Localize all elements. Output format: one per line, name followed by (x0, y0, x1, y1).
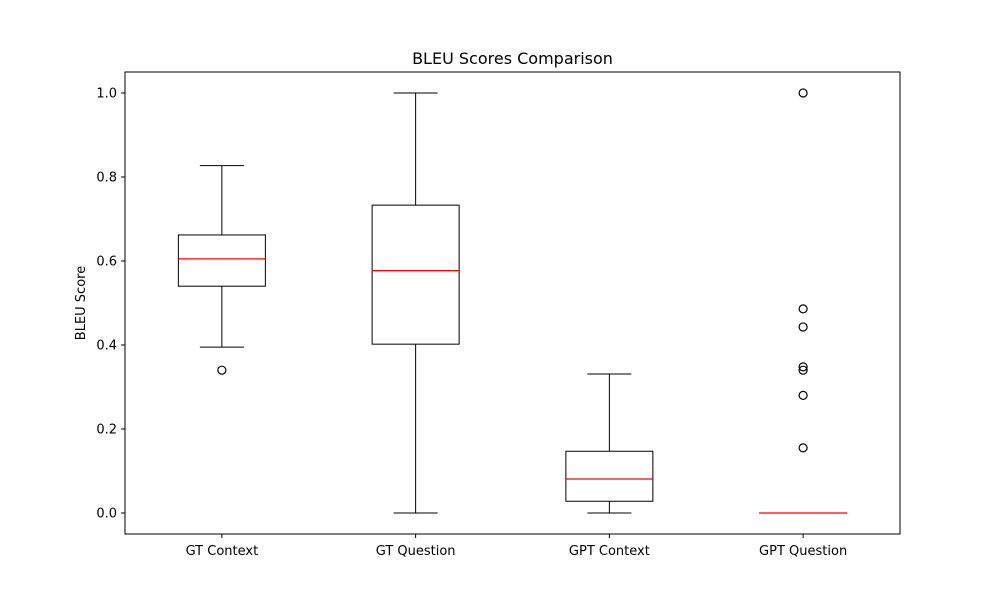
outlier-point (799, 89, 807, 97)
y-tick-label: 0.4 (96, 339, 117, 354)
box (566, 451, 653, 501)
outlier-point (799, 323, 807, 331)
outlier-point (799, 305, 807, 313)
x-tick-label: GPT Context (569, 544, 650, 559)
outlier-point (218, 366, 226, 374)
outlier-point (799, 444, 807, 452)
chart-title: BLEU Scores Comparison (412, 49, 613, 68)
y-tick-label: 0.8 (96, 171, 117, 186)
y-axis-label: BLEU Score (74, 266, 89, 340)
box (178, 235, 265, 286)
outlier-point (799, 391, 807, 399)
y-tick-label: 0.2 (96, 423, 117, 438)
y-tick-label: 0.0 (96, 507, 117, 522)
axes-frame (125, 72, 900, 534)
x-tick-label: GT Question (376, 544, 456, 559)
plot-area: 0.0 0.2 0.4 0.6 0.8 1.0 GT Context GT Question G… (96, 72, 900, 559)
box (372, 205, 459, 344)
y-tick-label: 1.0 (96, 87, 117, 102)
y-tick-label: 0.6 (96, 255, 117, 270)
x-tick-label: GT Context (186, 544, 259, 559)
x-tick-label: GPT Question (759, 544, 847, 559)
